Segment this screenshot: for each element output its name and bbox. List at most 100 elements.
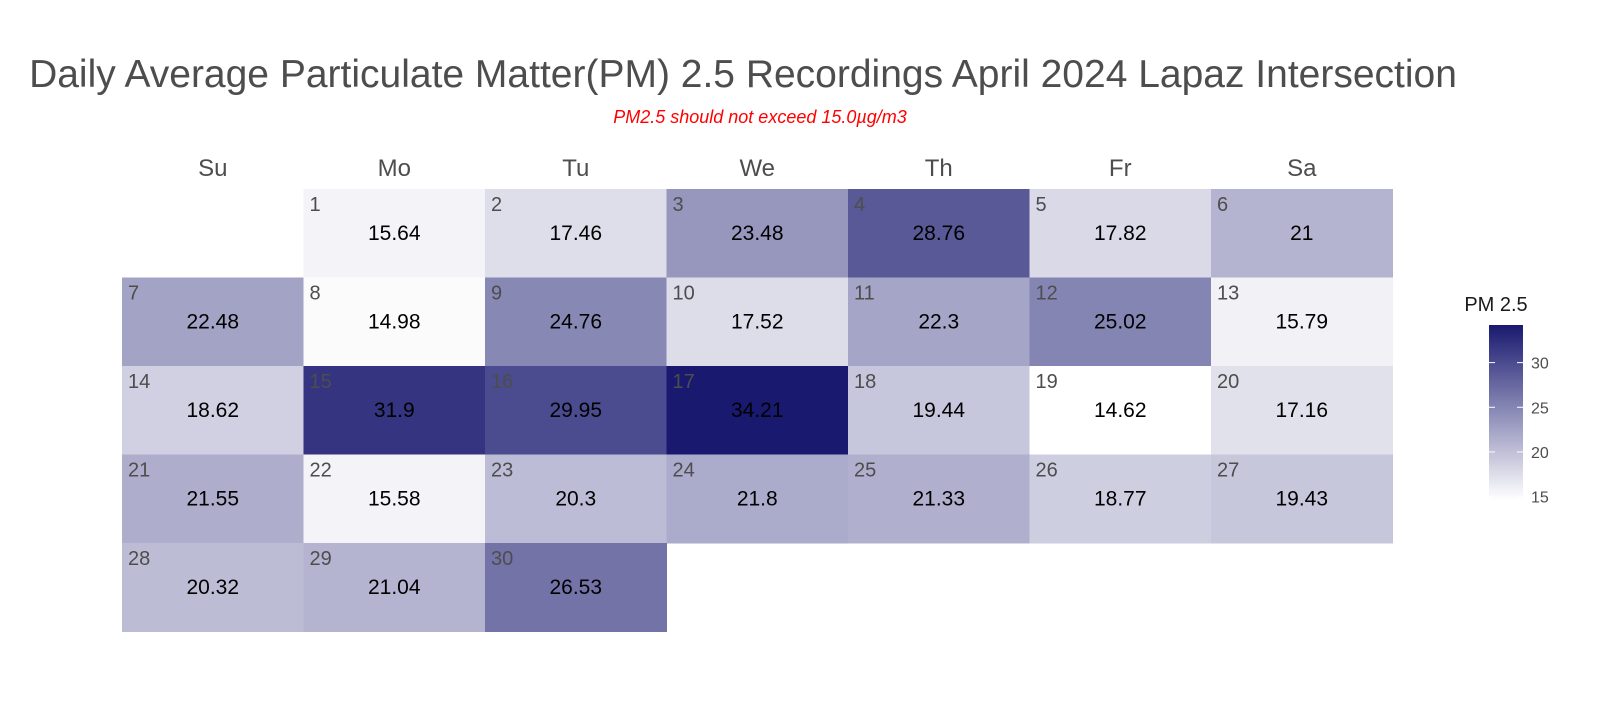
legend-title: PM 2.5 xyxy=(1464,294,1527,316)
cell-fill xyxy=(122,277,304,367)
day-number-label: 13 xyxy=(1217,283,1239,305)
cell-value-label: 18.62 xyxy=(186,399,239,422)
calendar-cell: 814.98 xyxy=(303,277,486,367)
cell-value-label: 26.53 xyxy=(549,576,602,599)
cell-fill xyxy=(303,366,486,455)
legend-tick-label: 30 xyxy=(1531,356,1549,373)
cell-value-label: 21.04 xyxy=(368,576,421,599)
calendar-cell: 722.48 xyxy=(122,277,304,367)
day-number-label: 15 xyxy=(310,371,332,393)
day-number-label: 25 xyxy=(854,460,876,482)
cell-value-label: 31.9 xyxy=(374,399,415,422)
cell-value-label: 17.82 xyxy=(1094,222,1147,245)
calendar-cell: 20 17.16 xyxy=(1211,366,1393,455)
calendar-cell: 517.82 xyxy=(1029,189,1212,278)
day-number-label: 7 xyxy=(128,283,139,305)
cell-fill xyxy=(848,277,1030,367)
calendar-cell: 21 21.55 xyxy=(122,454,304,544)
calendar-cell: 12 25.02 xyxy=(1029,277,1212,367)
cell-fill xyxy=(485,366,667,455)
cell-value-label: 21 xyxy=(1290,222,1313,245)
day-number-label: 29 xyxy=(310,548,332,570)
day-number-label: 1 xyxy=(310,194,321,216)
legend-tick-label: 20 xyxy=(1531,445,1549,462)
day-number-label: 5 xyxy=(1036,194,1047,216)
cell-value-label: 17.16 xyxy=(1275,399,1328,422)
cell-value-label: 22.3 xyxy=(918,311,959,334)
cell-value-label: 21.55 xyxy=(186,488,239,511)
calendar-cell: 25 21.33 xyxy=(848,454,1030,544)
cell-fill xyxy=(1029,454,1212,544)
cell-fill xyxy=(666,277,849,367)
calendar-cell: 24 21.8 xyxy=(666,454,849,544)
calendar-cell: 6 21 xyxy=(1211,189,1393,278)
calendar-cell: 11 22.3 xyxy=(848,277,1030,367)
cell-fill xyxy=(122,543,304,632)
calendar-cell: 16 29.95 xyxy=(485,366,667,455)
calendar-cell: 428.76 xyxy=(848,189,1030,278)
cell-value-label: 14.62 xyxy=(1094,399,1147,422)
cell-value-label: 15.58 xyxy=(368,488,421,511)
weekday-label: Tu xyxy=(562,155,589,182)
cell-fill xyxy=(122,366,304,455)
cell-fill xyxy=(1029,277,1212,367)
cell-fill xyxy=(666,189,849,278)
cell-value-label: 25.02 xyxy=(1094,311,1147,334)
calendar-cell: 23 20.3 xyxy=(485,454,667,544)
day-number-label: 24 xyxy=(673,460,695,482)
cell-value-label: 20.3 xyxy=(555,488,596,511)
cell-fill xyxy=(122,454,304,544)
day-number-label: 3 xyxy=(673,194,684,216)
calendar-cell: 28 20.32 xyxy=(122,543,304,632)
calendar-cell: 323.48 xyxy=(666,189,849,278)
cell-fill xyxy=(666,454,849,544)
cell-fill xyxy=(303,277,486,367)
calendar-cell: 27 19.43 xyxy=(1211,454,1393,544)
cell-value-label: 23.48 xyxy=(731,222,784,245)
weekday-header-row: Su Mo Tu We Th Fr Sa xyxy=(198,155,1317,182)
cell-value-label: 15.64 xyxy=(368,222,421,245)
cell-fill xyxy=(1029,189,1212,278)
day-number-label: 12 xyxy=(1036,283,1058,305)
calendar-cell: 924.76 xyxy=(485,277,667,367)
day-number-label: 8 xyxy=(310,283,321,305)
cell-value-label: 34.21 xyxy=(731,399,784,422)
cell-value-label: 17.46 xyxy=(549,222,602,245)
day-number-label: 11 xyxy=(854,283,875,305)
legend-tick-label: 25 xyxy=(1531,400,1549,417)
cell-value-label: 22.48 xyxy=(186,311,239,334)
day-number-label: 4 xyxy=(854,194,865,216)
calendar-cell: 13 15.79 xyxy=(1211,277,1393,367)
calendar-cell: 30 26.53 xyxy=(485,543,667,632)
cell-value-label: 28.76 xyxy=(912,222,965,245)
day-number-label: 23 xyxy=(491,460,513,482)
day-number-label: 22 xyxy=(310,460,332,482)
calendar-cell: 19 14.62 xyxy=(1029,366,1212,455)
cell-fill xyxy=(666,366,849,455)
cell-fill xyxy=(485,277,667,367)
day-number-label: 17 xyxy=(673,371,695,393)
day-number-label: 18 xyxy=(854,371,876,393)
calendar-cells: 115.64217.46323.48428.76517.82621722.488… xyxy=(122,189,1393,632)
legend-tick-label: 15 xyxy=(1531,490,1549,507)
day-number-label: 9 xyxy=(491,283,502,305)
calendar-cell: 17 34.21 xyxy=(666,366,849,455)
cell-value-label: 20.32 xyxy=(186,576,239,599)
day-number-label: 6 xyxy=(1217,194,1228,216)
calendar-cell: 217.46 xyxy=(485,189,667,278)
cell-fill xyxy=(1029,366,1212,455)
calendar-cell: 18 19.44 xyxy=(848,366,1030,455)
weekday-label: Su xyxy=(198,155,227,182)
cell-fill xyxy=(848,454,1030,544)
cell-value-label: 19.43 xyxy=(1275,488,1328,511)
calendar-cell: 22 15.58 xyxy=(303,454,486,544)
cell-fill xyxy=(485,189,667,278)
calendar-cell: 26 18.77 xyxy=(1029,454,1212,544)
day-number-label: 16 xyxy=(491,371,513,393)
calendar-cell: 115.64 xyxy=(303,189,486,278)
cell-fill xyxy=(848,366,1030,455)
cell-fill xyxy=(303,454,486,544)
cell-value-label: 19.44 xyxy=(912,399,965,422)
